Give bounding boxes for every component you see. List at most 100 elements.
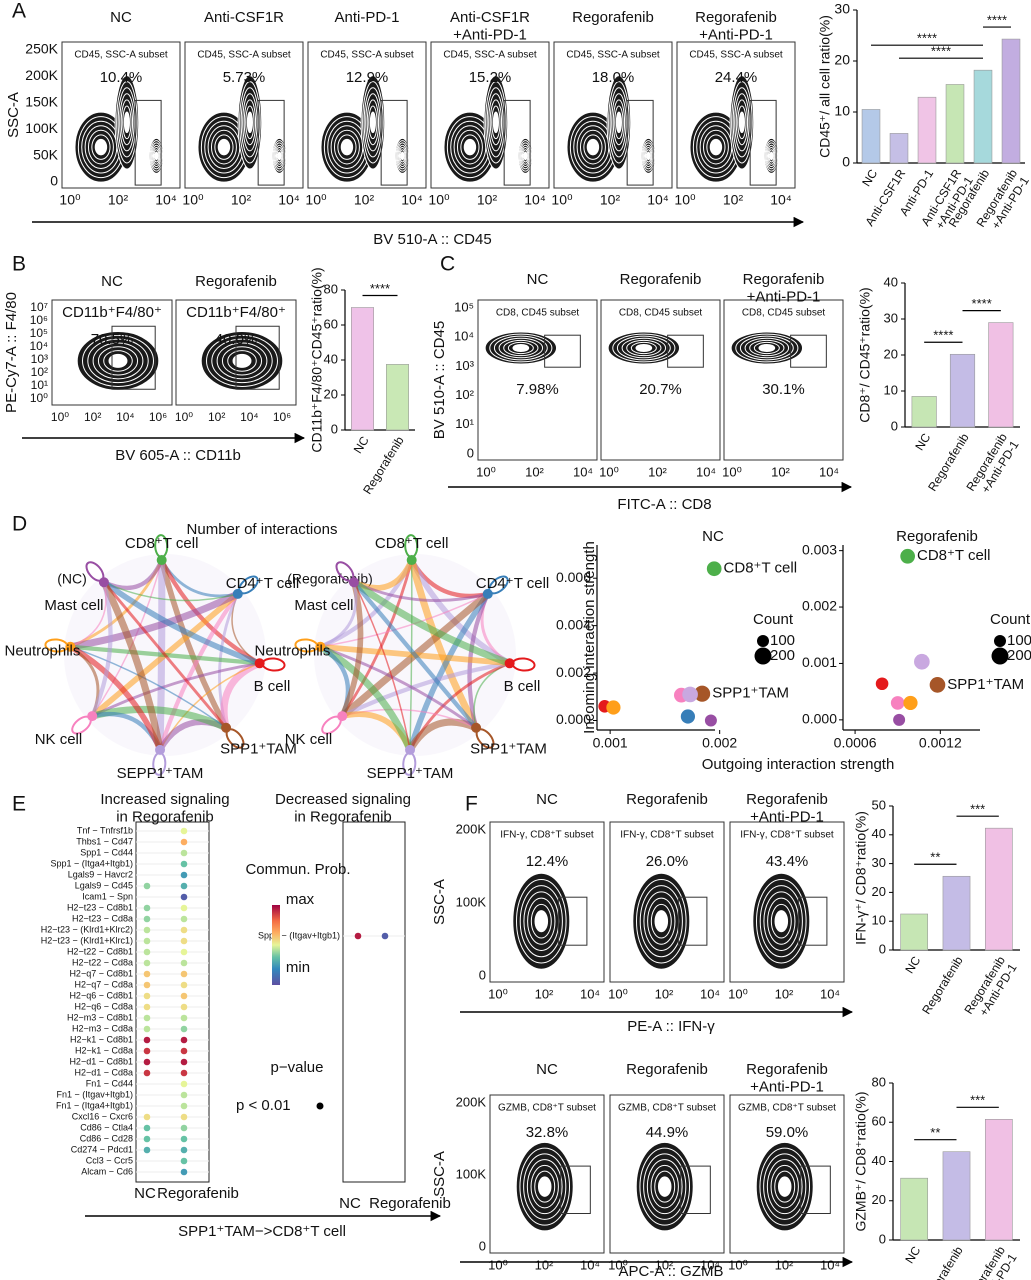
x-tick-label: 10⁴: [278, 192, 300, 208]
text-line: +Anti-PD-1: [750, 1078, 824, 1095]
footer-label: SPP1⁺TAM−>CD8⁺T cell: [178, 1223, 346, 1240]
legend-size: [994, 635, 1006, 647]
pvalue-label: p < 0.01: [236, 1097, 291, 1114]
legend-label: 100: [1007, 632, 1031, 649]
dot: [143, 1036, 151, 1044]
bar: [942, 1151, 971, 1241]
y-tick-label: 40: [872, 1153, 886, 1168]
network-node: [156, 555, 167, 566]
subset-label: CD45, SSC-A subset: [74, 50, 168, 61]
x-tick-label: 10⁴: [580, 986, 600, 1001]
y-tick-label: 10¹: [455, 416, 474, 431]
contour: [646, 151, 651, 161]
gate-percent: 12.4%: [526, 853, 569, 870]
bar: [385, 364, 409, 431]
x-tick-label: 10⁰: [488, 1257, 508, 1272]
flow-title: Regorafenib: [620, 271, 702, 288]
dot: [180, 1113, 188, 1121]
dot: [180, 926, 188, 934]
y-tick-label: 0.002: [802, 598, 837, 614]
y-tick-label: 0.000: [802, 711, 837, 727]
y-tick-label: 80: [872, 1074, 886, 1089]
legend-label: 100: [770, 632, 795, 649]
x-tick-label: 10⁴: [524, 192, 546, 208]
point: [704, 714, 717, 727]
x-tick-label: 10²: [354, 192, 375, 208]
y-tick-label: 10⁷: [30, 300, 48, 314]
row-label: H2−d1 − Cd8b1: [69, 1056, 133, 1066]
point-label: CD8⁺T cell: [917, 547, 991, 564]
x-tick-label: 0.0012: [919, 735, 962, 751]
contour: [277, 151, 282, 161]
row-label: Icam1 − Spn: [82, 891, 133, 901]
network-edge: [102, 581, 228, 729]
text-line: Regorafenib: [695, 9, 777, 26]
contour: [123, 111, 130, 134]
y-tick-label: 10⁴: [29, 339, 48, 353]
y-tick-label: 0: [50, 173, 58, 189]
bar: [945, 84, 965, 164]
network-edge: [341, 661, 510, 719]
x-tick-label: 0.002: [702, 735, 737, 751]
dot: [180, 838, 188, 846]
subset-label: CD45, SSC-A subset: [566, 50, 660, 61]
x-tick-label: 10⁰: [728, 1257, 748, 1272]
dot: [143, 981, 151, 989]
gate-percent: 43.4%: [766, 853, 809, 870]
node-label: Neutrophils: [254, 643, 330, 660]
row-label: Thbs1 − Cd47: [76, 836, 133, 846]
network-edge: [70, 582, 107, 648]
contour: [738, 111, 745, 134]
gate: [235, 325, 280, 390]
y-tick-label: 100K: [456, 894, 487, 909]
x-tick-label: NC: [902, 1244, 923, 1266]
network-edge: [157, 592, 240, 751]
y-tick-label: 200K: [456, 821, 487, 836]
y-tick-label: 10³: [455, 358, 474, 373]
dot: [180, 1080, 188, 1088]
gate: [667, 334, 704, 368]
panel-letter: A: [12, 0, 26, 23]
node-label: Mast cell: [294, 597, 353, 614]
y-tick-label: 250K: [25, 41, 58, 57]
x-axis-label: BV 510-A :: CD45: [373, 231, 491, 248]
contour: [586, 138, 600, 156]
contour: [635, 343, 653, 353]
row-label: Lgals9 − Havcr2: [68, 869, 133, 879]
contour: [758, 343, 776, 353]
y-axis-label: CD45⁺/ all cell ratio(%): [817, 15, 833, 158]
flow-title: Regorafenib: [626, 791, 708, 808]
dot: [143, 1014, 151, 1022]
point: [682, 686, 698, 703]
row-label: Spp1 − Cd44: [80, 847, 133, 857]
row-label: Fn1 − (Itga4+Itgb1): [56, 1100, 133, 1110]
dot: [180, 860, 188, 868]
significance-label: ****: [987, 13, 1007, 28]
y-tick-label: 40: [324, 351, 338, 366]
dot: [143, 970, 151, 978]
x-tick-label: NC: [859, 167, 880, 189]
legend-max: max: [286, 891, 315, 908]
x-tick-label: 10²: [108, 192, 129, 208]
x-tick-label: 10²: [208, 410, 225, 424]
bar: [900, 1177, 929, 1241]
x-tick-label: 0.001: [593, 735, 628, 751]
dot: [180, 904, 188, 912]
row-label: H2−t22 − Cd8b1: [67, 946, 133, 956]
network-edge: [103, 581, 238, 602]
gate: [680, 1165, 711, 1214]
text-line: +Anti-PD-1: [453, 26, 527, 43]
flow-plot-frame: [477, 299, 598, 461]
subset-label: CD8, CD45 subset: [496, 308, 580, 319]
y-axis-label: SSC-A: [5, 92, 22, 138]
bar: [973, 69, 993, 164]
x-tick-label: 10⁰: [305, 192, 327, 208]
text-line: +Anti-PD-1: [747, 288, 821, 305]
y-tick-label: 20: [872, 884, 886, 899]
x-tick-label: 10²: [600, 192, 621, 208]
legend-size: [754, 647, 772, 665]
network-edge: [91, 661, 260, 718]
gate: [257, 99, 285, 186]
x-tick-label: 10⁶: [273, 410, 291, 424]
gate-percent: 32.8%: [526, 1124, 569, 1141]
